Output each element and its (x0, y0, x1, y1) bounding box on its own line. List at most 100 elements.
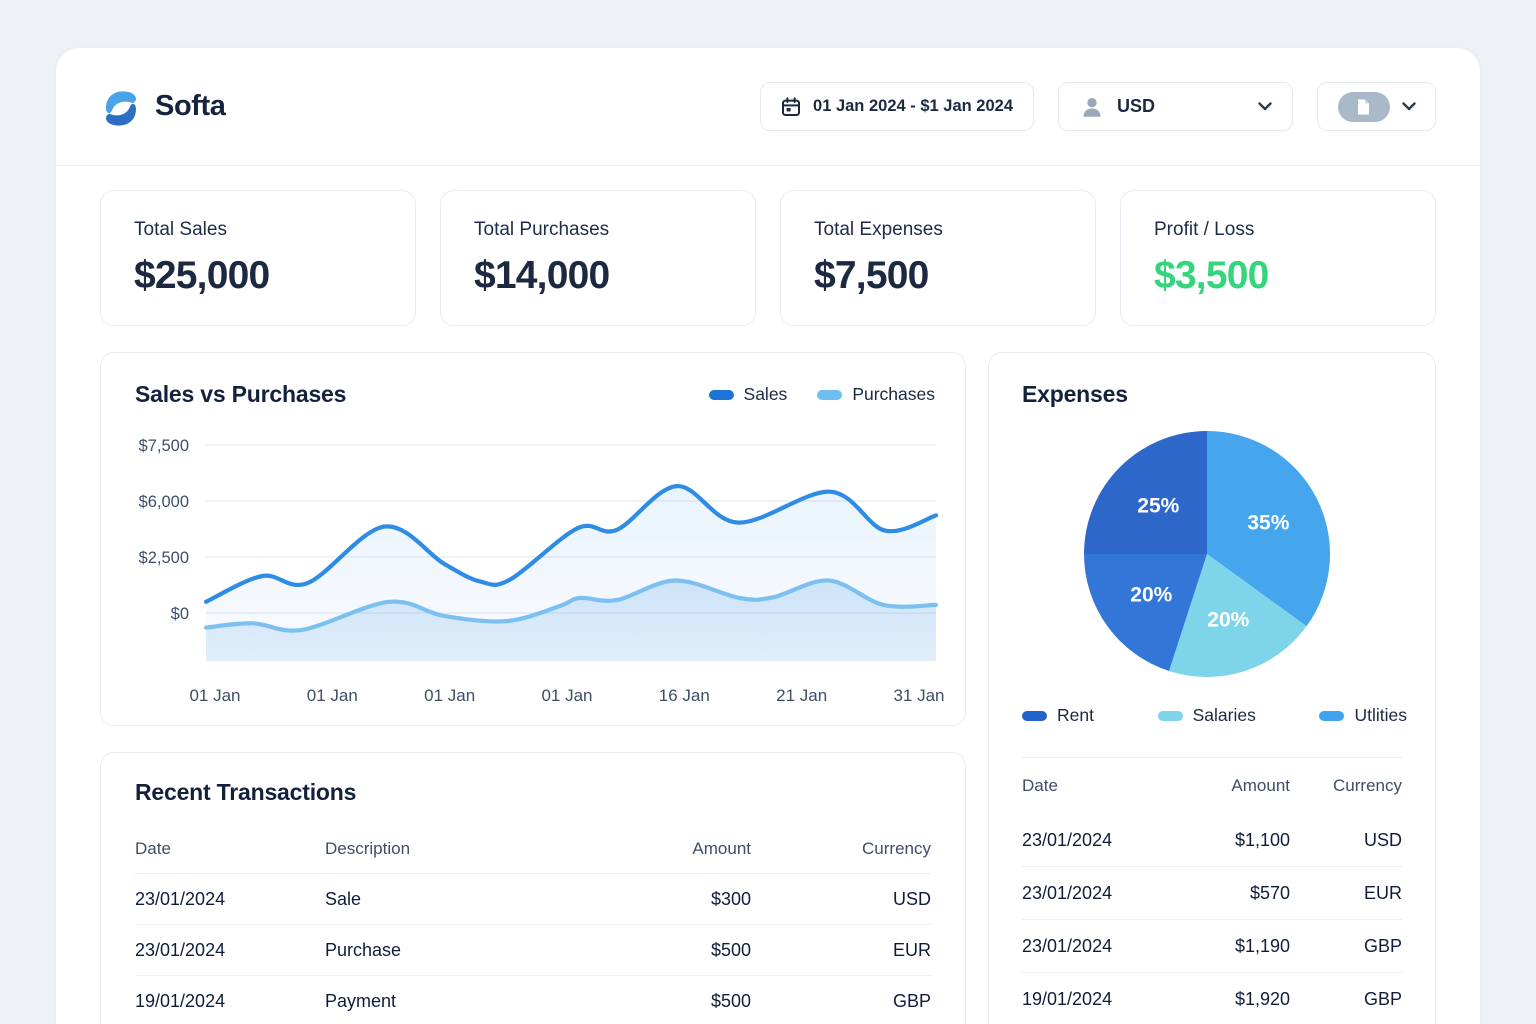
file-badge (1337, 91, 1390, 122)
svg-text:$2,500: $2,500 (139, 549, 189, 567)
svg-text:01 Jan: 01 Jan (424, 686, 475, 705)
table-row: 23/01/2024 Purchase $500 EUR (135, 925, 931, 976)
table-row: 19/01/2024 $1,920 GBP (1022, 973, 1402, 1024)
transactions-title: Recent Transactions (135, 779, 357, 805)
table-cell: 23/01/2024 (135, 939, 226, 960)
table-row: 23/01/2024 $1,190 GBP (1022, 920, 1402, 973)
expenses-table: Date Amount Currency 23/01/2024 $1,100 USD 23/… (1022, 757, 1402, 1024)
svg-text:31 Jan: 31 Jan (893, 686, 944, 705)
legend-label: Sales (743, 384, 788, 404)
svg-text:$0: $0 (171, 605, 189, 623)
softa-logo-icon (106, 90, 136, 126)
table-cell: EUR (892, 939, 931, 960)
stat-card: Total Purchases $14,000 (440, 190, 756, 326)
stat-card: Profit / Loss $3,500 (1120, 190, 1436, 326)
table-header-row: Date Description Amount Currency (135, 825, 931, 874)
legend-swatch (1157, 710, 1183, 721)
table-row: 23/01/2024 $570 EUR (1022, 867, 1402, 920)
date-range-button[interactable]: 01 Jan 2024 - $1 Jan 2024 (760, 82, 1034, 131)
stat-label: Profit / Loss (1154, 219, 1255, 240)
legend-label: Utlities (1354, 705, 1407, 725)
svg-text:21 Jan: 21 Jan (776, 686, 827, 705)
table-cell: 23/01/2024 (1022, 829, 1113, 850)
stat-value: $7,500 (814, 254, 929, 297)
table-cell: GBP (892, 990, 931, 1011)
currency-select[interactable]: USD (1058, 82, 1293, 131)
stat-value: $25,000 (134, 254, 270, 297)
table-row: 23/01/2024 Sale $300 USD (135, 874, 931, 925)
stat-label: Total Sales (134, 219, 227, 240)
main-panel: Softa 01 Jan 2024 - $1 Jan 2024 (56, 48, 1480, 1024)
svg-text:01 Jan: 01 Jan (189, 686, 240, 705)
table-cell: $500 (710, 939, 751, 960)
calendar-icon (782, 96, 801, 116)
brand-logo: Softa (100, 86, 226, 128)
line-chart-legend: Sales Purchases (708, 384, 935, 405)
stat-card: Total Expenses $7,500 (780, 190, 1096, 326)
table-cell: Sale (325, 888, 362, 909)
legend-item-purchases[interactable]: Purchases (817, 384, 935, 405)
locale-select[interactable] (1317, 82, 1436, 131)
table-cell: $1,190 (1234, 935, 1290, 956)
table-cell: 23/01/2024 (135, 888, 226, 909)
date-range-label: 01 Jan 2024 - $1 Jan 2024 (813, 97, 1013, 115)
table-cell: 23/01/2024 (1022, 882, 1113, 903)
stat-card: Total Sales $25,000 (100, 190, 416, 326)
file-icon (1358, 99, 1369, 114)
svg-text:16 Jan: 16 Jan (659, 686, 710, 705)
table-row: 19/01/2024 Payment $500 GBP (135, 976, 931, 1024)
legend-label: Purchases (852, 384, 935, 404)
legend-label: Rent (1057, 705, 1094, 725)
brand-name: Softa (155, 90, 226, 122)
table-cell: GBP (1363, 935, 1402, 956)
recent-transactions-card: Recent Transactions Date Description Amoun… (100, 752, 966, 1024)
expenses-card: Expenses 35% 20% 20% 25% Rent Salaries Utliti… (988, 352, 1436, 1024)
svg-text:20%: 20% (1130, 584, 1172, 607)
header: Softa 01 Jan 2024 - $1 Jan 2024 (56, 48, 1480, 166)
legend-label: Salaries (1192, 705, 1256, 725)
pie-chart-legend: Rent Salaries Utlities (1022, 705, 1407, 726)
legend-item-salaries[interactable]: Salaries (1157, 705, 1256, 726)
transactions-table: Date Description Amount Currency 23/01/2024 S… (135, 825, 931, 1024)
stats-row: Total Sales $25,000 Total Purchases $14,000… (100, 190, 1436, 326)
legend-item-rent[interactable]: Rent (1022, 705, 1094, 726)
column-header: Amount (1231, 776, 1290, 795)
table-cell: Payment (325, 990, 397, 1011)
column-header: Date (1022, 776, 1058, 795)
legend-swatch (708, 389, 734, 400)
table-cell: $570 (1249, 882, 1290, 903)
table-cell: USD (892, 888, 931, 909)
svg-text:25%: 25% (1137, 494, 1179, 517)
column-header: Currency (1333, 776, 1402, 795)
column-header: Amount (692, 839, 751, 858)
line-chart-title: Sales vs Purchases (135, 381, 347, 407)
line-chart: $0 $2,500 $6,000 $7,500 01 Jan 01 Jan 01 Jan 01… (139, 437, 945, 705)
column-header: Date (135, 839, 171, 858)
stat-value: $3,500 (1154, 254, 1269, 297)
table-cell: GBP (1363, 988, 1402, 1009)
legend-swatch (1319, 710, 1345, 721)
column-header: Description (325, 839, 411, 858)
user-icon (1083, 97, 1101, 117)
table-cell: USD (1363, 829, 1402, 850)
table-header-row: Date Amount Currency (1022, 758, 1402, 814)
table-cell: $1,100 (1234, 829, 1290, 850)
legend-item-utlities[interactable]: Utlities (1319, 705, 1407, 726)
pie-chart: 35% 20% 20% 25% (1084, 431, 1330, 678)
column-header: Currency (862, 839, 931, 858)
svg-text:35%: 35% (1247, 512, 1289, 535)
svg-text:$6,000: $6,000 (139, 493, 189, 511)
chevron-down-icon (1258, 102, 1272, 111)
svg-text:$7,500: $7,500 (139, 437, 189, 455)
table-cell: $300 (710, 888, 751, 909)
stat-label: Total Purchases (474, 219, 610, 240)
table-cell: 19/01/2024 (1022, 988, 1113, 1009)
table-cell: EUR (1363, 882, 1402, 903)
table-cell: 23/01/2024 (1022, 935, 1113, 956)
legend-item-sales[interactable]: Sales (708, 384, 788, 405)
svg-text:01 Jan: 01 Jan (307, 686, 358, 705)
sales-vs-purchases-card: Sales vs Purchases Sales Purchases $0 $2,5… (100, 352, 966, 726)
currency-value: USD (1117, 96, 1156, 116)
table-row: 23/01/2024 $1,100 USD (1022, 814, 1402, 867)
